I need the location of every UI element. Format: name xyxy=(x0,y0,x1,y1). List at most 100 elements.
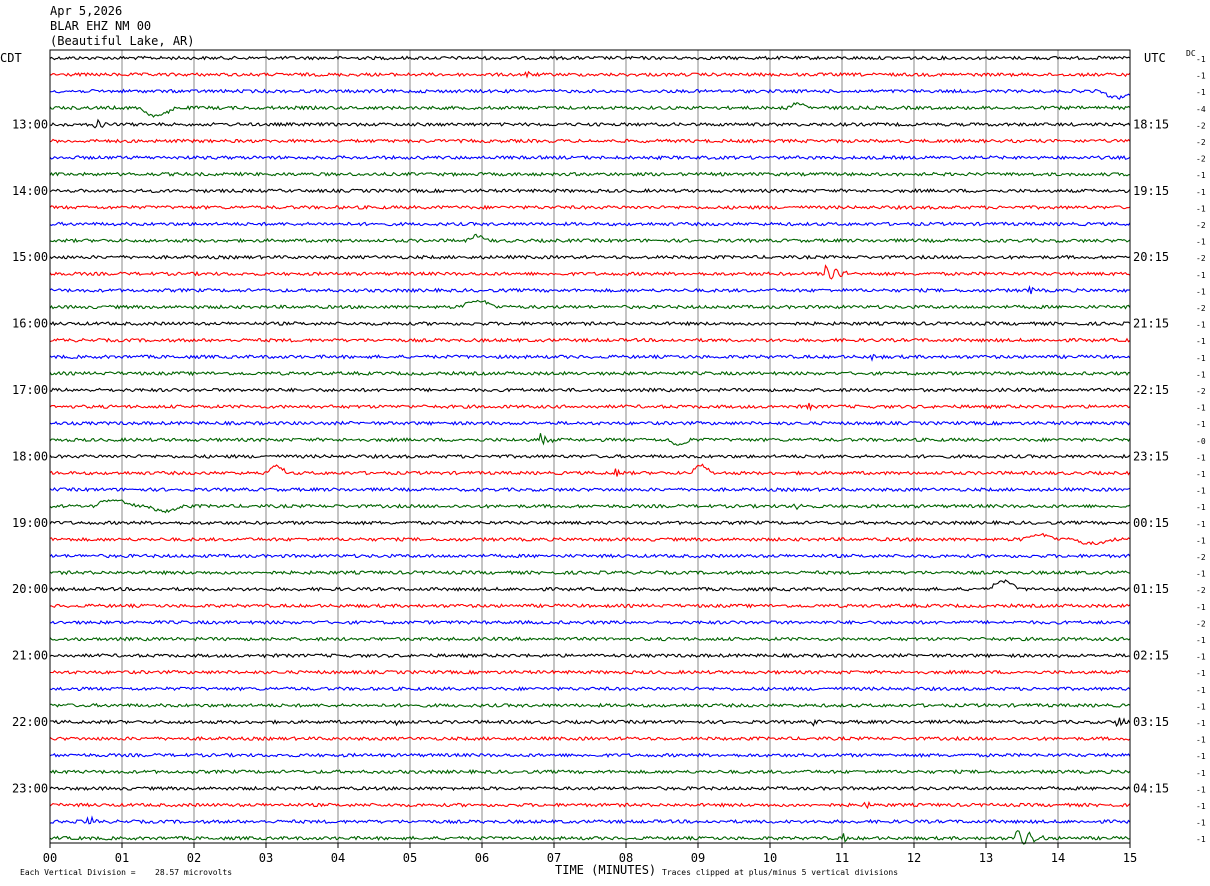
dc-offset-label: -1 xyxy=(1196,819,1206,828)
clip-note: Traces clipped at plus/minus 5 vertical … xyxy=(662,868,898,877)
dc-offset-label: -1 xyxy=(1196,835,1206,844)
dc-offset-label: -2 xyxy=(1196,586,1206,595)
utc-hour-label: 01:15 xyxy=(1133,582,1169,596)
x-tick-label: 15 xyxy=(1123,851,1137,865)
dc-offset-label: -2 xyxy=(1196,254,1206,263)
seismic-trace xyxy=(49,284,1131,295)
utc-hour-label: 00:15 xyxy=(1133,516,1169,530)
dc-offset-label: -2 xyxy=(1196,553,1206,562)
cdt-hour-label: 14:00 xyxy=(12,184,48,198)
seismic-trace xyxy=(49,299,1131,310)
seismic-trace xyxy=(49,636,1131,642)
dc-offset-label: -1 xyxy=(1196,55,1206,64)
dc-offset-label: -1 xyxy=(1196,370,1206,379)
x-tick-label: 12 xyxy=(907,851,921,865)
seismic-trace xyxy=(49,433,1131,446)
dc-offset-label: -1 xyxy=(1196,171,1206,180)
dc-offset-label: -1 xyxy=(1196,503,1206,512)
dc-offset-label: -1 xyxy=(1196,420,1206,429)
seismic-trace xyxy=(49,264,1131,280)
dc-label: DC xyxy=(1186,49,1196,58)
cdt-hour-label: 15:00 xyxy=(12,250,48,264)
x-tick-label: 10 xyxy=(763,851,777,865)
utc-hour-label: 04:15 xyxy=(1133,781,1169,795)
seismic-trace xyxy=(49,254,1131,260)
seismic-trace xyxy=(49,486,1131,493)
dc-offset-label: -1 xyxy=(1196,736,1206,745)
dc-offset-label: -1 xyxy=(1196,238,1206,247)
seismic-trace xyxy=(50,669,1131,675)
cdt-hour-label: 19:00 xyxy=(12,516,48,530)
seismic-trace xyxy=(49,830,1131,845)
label-group: 00 01 02 03 04 05 06 07 08 09 10 11 12 13 14 15 -1 -1 -1 -4… xyxy=(12,55,1206,865)
cdt-hour-label: 22:00 xyxy=(12,715,48,729)
dc-offset-label: -1 xyxy=(1196,603,1206,612)
dc-offset-label: -1 xyxy=(1196,204,1206,213)
dc-offset-label: -1 xyxy=(1196,188,1206,197)
utc-hour-label: 22:15 xyxy=(1133,383,1169,397)
seismic-trace xyxy=(49,402,1131,412)
dc-offset-label: -1 xyxy=(1196,719,1206,728)
dc-offset-label: -1 xyxy=(1196,653,1206,662)
seismic-trace xyxy=(49,55,1131,61)
division-label: Each Vertical Division = xyxy=(20,868,136,877)
seismic-trace xyxy=(49,118,1131,129)
dc-offset-label: -1 xyxy=(1196,321,1206,330)
utc-hour-label: 23:15 xyxy=(1133,449,1169,463)
seismic-trace xyxy=(49,320,1131,327)
seismic-trace xyxy=(49,553,1131,559)
dc-offset-label: -1 xyxy=(1196,487,1206,496)
seismic-trace xyxy=(49,800,1131,810)
seismic-trace xyxy=(49,188,1131,194)
seismic-trace xyxy=(49,154,1131,161)
x-tick-label: 11 xyxy=(835,851,849,865)
division-value: 28.57 microvolts xyxy=(155,868,232,877)
dc-offset-label: -1 xyxy=(1196,72,1206,81)
seismic-trace xyxy=(49,499,1131,514)
x-tick-label: 08 xyxy=(619,851,633,865)
dc-offset-label: -1 xyxy=(1196,769,1206,778)
right-zone-label: UTC xyxy=(1144,51,1166,65)
seismic-trace xyxy=(49,102,1131,118)
dc-offset-label: -1 xyxy=(1196,287,1206,296)
dc-offset-label: -1 xyxy=(1196,470,1206,479)
dc-offset-label: -2 xyxy=(1196,155,1206,164)
x-tick-label: 14 xyxy=(1051,851,1065,865)
seismic-trace xyxy=(49,463,1131,477)
dc-offset-label: -1 xyxy=(1196,686,1206,695)
cdt-hour-label: 13:00 xyxy=(12,117,48,131)
x-tick-label: 06 xyxy=(475,851,489,865)
seismic-trace xyxy=(49,652,1131,659)
x-tick-label: 03 xyxy=(259,851,273,865)
x-tick-label: 05 xyxy=(403,851,417,865)
utc-hour-label: 02:15 xyxy=(1133,649,1169,663)
left-zone-label: CDT xyxy=(0,51,22,65)
seismic-trace xyxy=(49,619,1131,626)
seismic-trace xyxy=(49,171,1131,177)
trace-group xyxy=(49,55,1131,845)
seismic-trace xyxy=(49,453,1131,459)
station-label: BLAR EHZ NM 00 xyxy=(50,19,152,33)
x-axis-title: TIME (MINUTES) xyxy=(555,863,656,877)
x-tick-label: 02 xyxy=(187,851,201,865)
x-tick-label: 01 xyxy=(115,851,129,865)
seismic-trace xyxy=(49,370,1131,377)
seismic-trace xyxy=(50,603,1131,609)
seismic-trace xyxy=(49,233,1131,244)
x-tick-label: 07 xyxy=(547,851,561,865)
dc-offset-label: -2 xyxy=(1196,138,1206,147)
seismic-trace xyxy=(49,735,1131,742)
x-tick-label: 13 xyxy=(979,851,993,865)
dc-offset-label: -1 xyxy=(1196,88,1206,97)
dc-offset-label: -1 xyxy=(1196,271,1206,280)
dc-offset-label: -1 xyxy=(1196,669,1206,678)
utc-hour-label: 03:15 xyxy=(1133,715,1169,729)
date-label: Apr 5,2026 xyxy=(50,4,123,18)
seismic-trace xyxy=(49,387,1131,393)
plot-border xyxy=(49,49,1131,844)
dc-offset-label: -1 xyxy=(1196,636,1206,645)
seismic-trace xyxy=(50,702,1131,708)
dc-offset-label: -1 xyxy=(1196,404,1206,413)
seismic-trace xyxy=(49,353,1131,362)
